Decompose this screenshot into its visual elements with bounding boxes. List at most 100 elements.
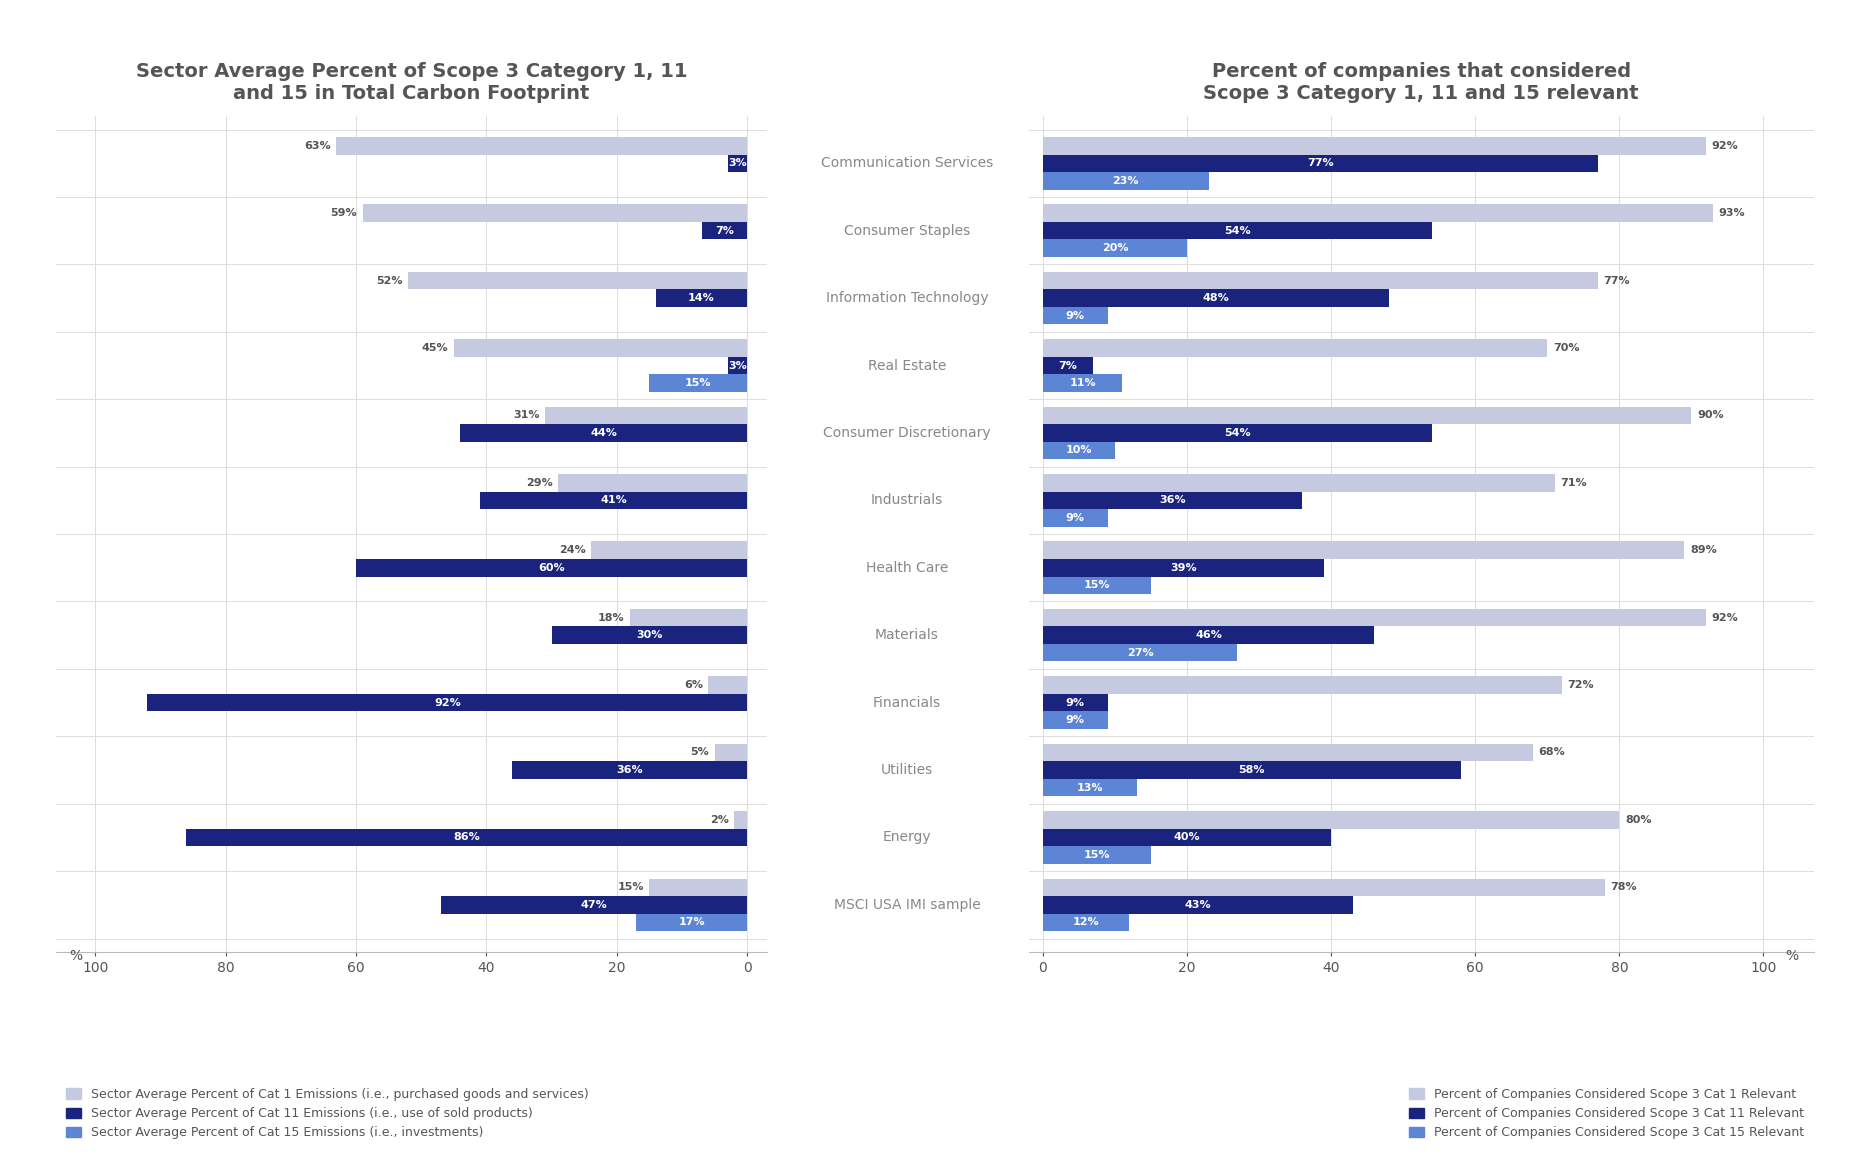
Text: Information Technology: Information Technology (827, 291, 987, 305)
Bar (1043, 154, 1597, 172)
Bar (1043, 307, 1107, 324)
Bar (1043, 608, 1705, 627)
Bar (1043, 812, 1619, 829)
Text: 80%: 80% (1625, 815, 1651, 825)
Bar (544, 406, 748, 424)
Text: Consumer Staples: Consumer Staples (843, 224, 971, 238)
Text: 39%: 39% (1171, 563, 1197, 572)
Bar (709, 677, 748, 694)
Text: 92%: 92% (1711, 613, 1739, 622)
Bar (148, 694, 748, 712)
Bar (460, 424, 748, 441)
Bar (481, 491, 748, 510)
Bar (1043, 510, 1107, 527)
Text: 93%: 93% (1719, 208, 1745, 218)
Text: 15%: 15% (1085, 580, 1111, 590)
Bar (1043, 374, 1122, 391)
Text: 13%: 13% (1077, 783, 1103, 793)
Bar (649, 879, 748, 896)
Bar (630, 608, 748, 627)
Text: 12%: 12% (1073, 917, 1100, 928)
Legend: Percent of Companies Considered Scope 3 Cat 1 Relevant, Percent of Companies Con: Percent of Companies Considered Scope 3 … (1404, 1084, 1808, 1144)
Text: 90%: 90% (1698, 410, 1724, 420)
Bar (714, 744, 748, 762)
Legend: Sector Average Percent of Cat 1 Emissions (i.e., purchased goods and services), : Sector Average Percent of Cat 1 Emission… (62, 1084, 593, 1144)
Text: 2%: 2% (711, 815, 729, 825)
Bar (1043, 339, 1546, 356)
Text: 15%: 15% (1085, 850, 1111, 860)
Text: Communication Services: Communication Services (821, 157, 993, 171)
Text: 3%: 3% (727, 361, 746, 370)
Bar (1043, 541, 1685, 558)
Bar (1043, 627, 1374, 644)
Text: 31%: 31% (514, 410, 540, 420)
Text: Utilities: Utilities (881, 763, 933, 777)
Text: 89%: 89% (1690, 546, 1717, 555)
Title: Sector Average Percent of Scope 3 Category 1, 11
and 15 in Total Carbon Footprin: Sector Average Percent of Scope 3 Catego… (137, 63, 686, 103)
Text: 92%: 92% (434, 698, 460, 707)
Bar (1043, 744, 1533, 762)
Bar (656, 289, 748, 307)
Text: 20%: 20% (1101, 243, 1128, 253)
Text: 7%: 7% (714, 225, 733, 236)
Text: 15%: 15% (684, 378, 711, 388)
Text: %: % (1786, 949, 1799, 962)
Bar (1043, 558, 1324, 577)
Text: 46%: 46% (1195, 630, 1223, 640)
Bar (1043, 272, 1597, 289)
Bar (187, 829, 748, 846)
Text: Materials: Materials (875, 628, 939, 642)
Text: 9%: 9% (1066, 513, 1085, 522)
Bar (1043, 879, 1604, 896)
Text: 29%: 29% (525, 478, 554, 488)
Text: Consumer Discretionary: Consumer Discretionary (823, 426, 991, 440)
Text: 52%: 52% (376, 275, 402, 286)
Bar (1043, 441, 1115, 460)
Title: Percent of companies that considered
Scope 3 Category 1, 11 and 15 relevant: Percent of companies that considered Sco… (1204, 63, 1638, 103)
Text: 17%: 17% (679, 917, 705, 928)
Text: 9%: 9% (1066, 715, 1085, 726)
Text: 41%: 41% (600, 496, 626, 505)
Text: 60%: 60% (539, 563, 565, 572)
Text: 15%: 15% (617, 882, 643, 893)
Bar (1043, 204, 1713, 222)
Bar (727, 154, 748, 172)
Bar (591, 541, 748, 558)
Bar (1043, 137, 1705, 154)
Bar (1043, 896, 1352, 914)
Text: 72%: 72% (1567, 680, 1593, 690)
Text: 68%: 68% (1539, 748, 1565, 757)
Text: Health Care: Health Care (866, 561, 948, 575)
Text: 77%: 77% (1603, 275, 1631, 286)
Text: 45%: 45% (423, 342, 449, 353)
Bar (701, 222, 748, 239)
Text: 59%: 59% (331, 208, 357, 218)
Bar (441, 896, 748, 914)
Bar (1043, 424, 1432, 441)
Bar (1043, 474, 1554, 491)
Text: Real Estate: Real Estate (868, 359, 946, 373)
Bar (1043, 829, 1331, 846)
Text: 77%: 77% (1307, 158, 1333, 168)
Bar (363, 204, 748, 222)
Text: 54%: 54% (1225, 428, 1251, 438)
Text: 78%: 78% (1610, 882, 1638, 893)
Text: 3%: 3% (727, 158, 746, 168)
Text: 5%: 5% (690, 748, 709, 757)
Bar (636, 914, 748, 931)
Text: 10%: 10% (1066, 446, 1092, 455)
Bar (512, 762, 748, 779)
Bar (1043, 356, 1094, 374)
Text: 54%: 54% (1225, 225, 1251, 236)
Text: 27%: 27% (1128, 648, 1154, 658)
Text: 92%: 92% (1711, 140, 1739, 151)
Text: Financials: Financials (873, 695, 941, 709)
Text: 6%: 6% (684, 680, 703, 690)
Bar (355, 558, 748, 577)
Text: 71%: 71% (1560, 478, 1588, 488)
Text: 14%: 14% (688, 293, 714, 303)
Bar (557, 474, 748, 491)
Bar (1043, 222, 1432, 239)
Bar (454, 339, 748, 356)
Bar (1043, 677, 1561, 694)
